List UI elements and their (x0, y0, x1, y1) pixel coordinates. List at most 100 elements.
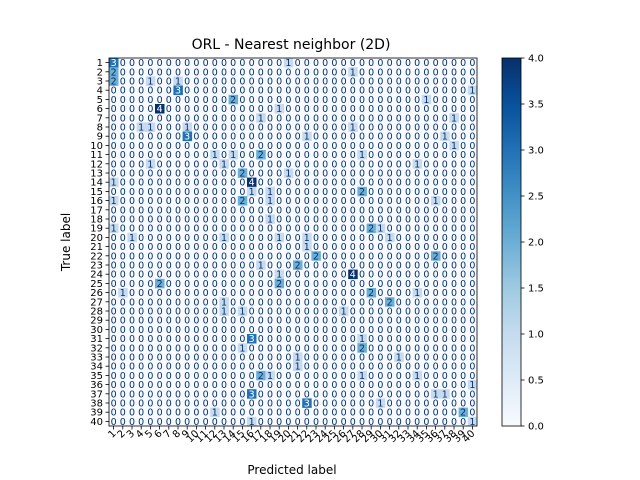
cell-value-5-1: 0 (111, 95, 117, 106)
cell-value-17-16: 0 (249, 205, 255, 216)
cell-value-3-40: 0 (469, 77, 475, 88)
cell-value-4-7: 0 (166, 86, 172, 97)
cell-value-12-21: 0 (295, 159, 301, 170)
cell-value-27-23: 0 (313, 297, 319, 308)
cell-value-27-28: 0 (359, 297, 365, 308)
matrix-cell-8-9 (182, 122, 193, 132)
cell-value-35-29: 0 (368, 371, 374, 382)
colorbar: 0.00.51.01.52.02.53.03.54.0 (501, 54, 544, 433)
cell-value-31-21: 0 (295, 334, 301, 345)
cell-value-1-14: 0 (230, 58, 236, 69)
cell-value-2-25: 0 (331, 67, 337, 78)
cell-value-15-11: 0 (203, 187, 209, 198)
cell-value-34-16: 0 (249, 362, 255, 373)
cell-value-21-10: 0 (193, 242, 199, 253)
cell-value-35-27: 0 (350, 371, 356, 382)
cell-value-33-22: 0 (304, 353, 310, 364)
y-tick-label: 33 (90, 353, 103, 364)
cell-value-28-31: 0 (387, 307, 393, 318)
cell-value-10-5: 0 (147, 141, 153, 152)
cell-value-25-20: 0 (285, 279, 291, 290)
cell-value-38-26: 0 (341, 399, 347, 410)
cell-value-24-33: 0 (405, 270, 411, 281)
cell-value-3-27: 0 (350, 77, 356, 88)
cell-value-20-22: 1 (304, 233, 310, 244)
cell-value-39-2: 0 (120, 408, 126, 419)
cell-value-32-4: 0 (138, 343, 144, 354)
y-tick-label: 36 (90, 380, 103, 391)
cell-value-11-19: 0 (276, 150, 282, 161)
cell-value-35-22: 0 (304, 371, 310, 382)
cell-value-16-4: 0 (138, 196, 144, 207)
cell-value-1-5: 0 (147, 58, 153, 69)
cell-value-15-9: 0 (184, 187, 190, 198)
cell-value-25-22: 0 (304, 279, 310, 290)
cell-value-4-14: 0 (230, 86, 236, 97)
cell-value-35-15: 0 (239, 371, 245, 382)
cell-value-8-3: 0 (129, 123, 135, 134)
cell-value-37-17: 0 (258, 389, 264, 400)
cell-value-30-8: 0 (175, 325, 181, 336)
cell-value-7-28: 0 (359, 113, 365, 124)
cell-value-35-33: 0 (405, 371, 411, 382)
cell-value-32-38: 0 (451, 343, 457, 354)
cell-value-29-34: 0 (414, 316, 420, 327)
cell-value-19-31: 0 (387, 224, 393, 235)
cell-value-9-14: 0 (230, 132, 236, 143)
colorbar-gradient (501, 57, 522, 427)
cell-value-28-6: 0 (157, 307, 163, 318)
cell-value-21-28: 0 (359, 242, 365, 253)
cell-value-31-28: 1 (359, 334, 365, 345)
cell-value-29-7: 0 (166, 316, 172, 327)
cell-value-18-4: 0 (138, 215, 144, 226)
cell-value-22-17: 0 (258, 251, 264, 262)
cell-value-18-28: 0 (359, 215, 365, 226)
cell-value-24-2: 0 (120, 270, 126, 281)
cell-value-16-6: 0 (157, 196, 163, 207)
cell-value-29-20: 0 (285, 316, 291, 327)
cell-value-24-21: 0 (295, 270, 301, 281)
cell-value-33-37: 0 (442, 353, 448, 364)
cell-value-25-26: 0 (341, 279, 347, 290)
cell-value-21-30: 0 (377, 242, 383, 253)
cell-value-19-10: 0 (193, 224, 199, 235)
cell-value-19-32: 0 (396, 224, 402, 235)
cell-value-6-17: 0 (258, 104, 264, 115)
cell-value-24-11: 0 (203, 270, 209, 281)
cell-value-10-26: 0 (341, 141, 347, 152)
cell-value-24-1: 0 (111, 270, 117, 281)
cell-value-11-20: 0 (285, 150, 291, 161)
cell-value-24-5: 0 (147, 270, 153, 281)
cell-value-22-35: 0 (423, 251, 429, 262)
cell-value-19-27: 0 (350, 224, 356, 235)
cell-value-38-33: 0 (405, 399, 411, 410)
cell-value-35-21: 0 (295, 371, 301, 382)
cell-value-4-3: 0 (129, 86, 135, 97)
cell-value-36-4: 0 (138, 380, 144, 391)
cell-value-4-32: 0 (396, 86, 402, 97)
y-tick-label: 3 (97, 77, 103, 88)
cell-value-28-30: 0 (377, 307, 383, 318)
cell-value-13-14: 0 (230, 169, 236, 180)
matrix-cell-14-1 (109, 177, 119, 188)
cell-value-5-3: 0 (129, 95, 135, 106)
cell-value-25-28: 0 (359, 279, 365, 290)
cell-value-12-3: 0 (129, 159, 135, 170)
cell-value-13-19: 0 (276, 169, 282, 180)
cell-value-36-22: 0 (304, 380, 310, 391)
cell-value-27-17: 0 (258, 297, 264, 308)
cell-value-5-16: 0 (249, 95, 255, 106)
cell-value-30-7: 0 (166, 325, 172, 336)
cell-value-13-9: 0 (184, 169, 190, 180)
cell-value-6-20: 0 (285, 104, 291, 115)
cell-value-35-40: 0 (469, 371, 475, 382)
matrix-cell-6-19 (274, 104, 285, 114)
cell-value-6-14: 0 (230, 104, 236, 115)
cell-value-18-18: 1 (267, 215, 273, 226)
cell-value-18-9: 0 (184, 215, 190, 226)
cell-value-12-30: 0 (377, 159, 383, 170)
cell-value-11-16: 0 (249, 150, 255, 161)
cell-value-24-25: 0 (331, 270, 337, 281)
cell-value-9-36: 0 (433, 132, 439, 143)
cell-value-26-33: 0 (405, 288, 411, 299)
